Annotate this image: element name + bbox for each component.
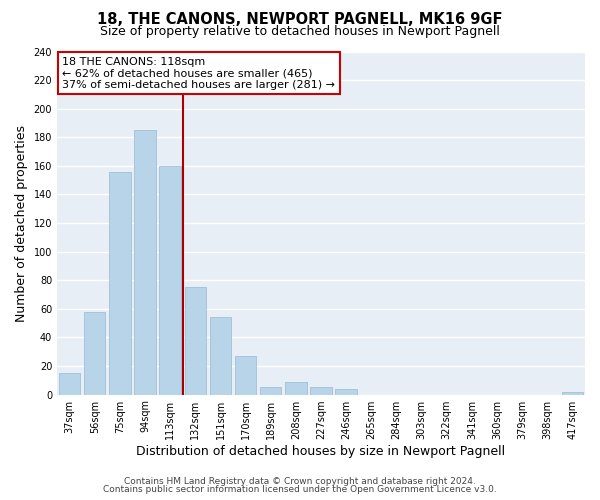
Bar [310, 388, 332, 394]
Bar [109, 172, 131, 394]
Bar [210, 318, 231, 394]
Bar [185, 288, 206, 395]
Bar [134, 130, 156, 394]
Text: 18 THE CANONS: 118sqm
← 62% of detached houses are smaller (465)
37% of semi-det: 18 THE CANONS: 118sqm ← 62% of detached … [62, 56, 335, 90]
Text: Contains HM Land Registry data © Crown copyright and database right 2024.: Contains HM Land Registry data © Crown c… [124, 477, 476, 486]
X-axis label: Distribution of detached houses by size in Newport Pagnell: Distribution of detached houses by size … [136, 444, 506, 458]
Bar [562, 392, 583, 394]
Bar [84, 312, 106, 394]
Text: Contains public sector information licensed under the Open Government Licence v3: Contains public sector information licen… [103, 485, 497, 494]
Bar [59, 373, 80, 394]
Bar [335, 389, 357, 394]
Text: 18, THE CANONS, NEWPORT PAGNELL, MK16 9GF: 18, THE CANONS, NEWPORT PAGNELL, MK16 9G… [97, 12, 503, 28]
Bar [160, 166, 181, 394]
Bar [285, 382, 307, 394]
Bar [260, 388, 281, 394]
Text: Size of property relative to detached houses in Newport Pagnell: Size of property relative to detached ho… [100, 25, 500, 38]
Y-axis label: Number of detached properties: Number of detached properties [15, 124, 28, 322]
Bar [235, 356, 256, 395]
